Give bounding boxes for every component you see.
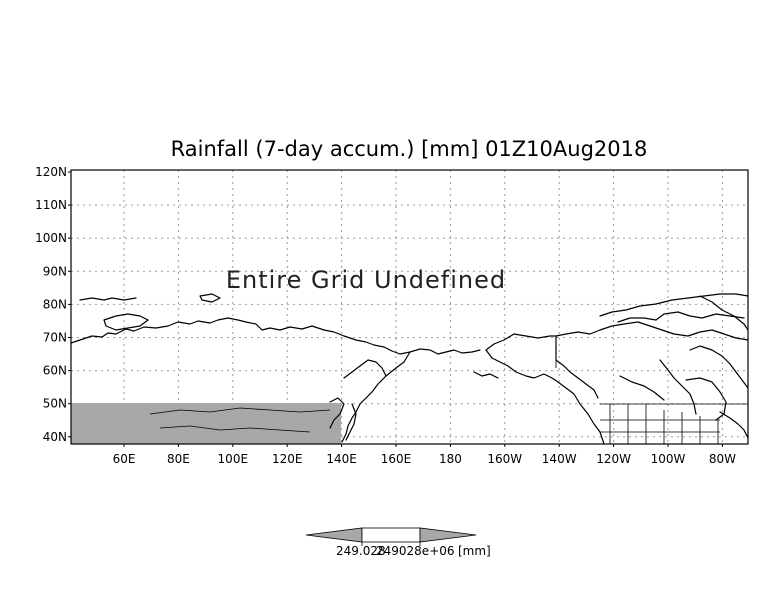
colorbar-unit-label: [mm]	[458, 544, 491, 558]
longitude-label: 180	[439, 452, 462, 466]
entire-grid-undefined-message: Entire Grid Undefined	[226, 266, 506, 294]
undefined-data-region	[71, 403, 341, 444]
longitude-label: 80E	[167, 452, 190, 466]
colorbar-value-label: 249.028	[336, 544, 386, 558]
longitude-label: 140E	[326, 452, 357, 466]
colorbar-left-triangle	[305, 527, 363, 543]
longitude-label: 160W	[487, 452, 522, 466]
latitude-label: 120N	[35, 165, 67, 179]
latitude-label: 70N	[43, 331, 67, 345]
longitude-label: 120E	[272, 452, 303, 466]
map-title: Rainfall (7-day accum.) [mm] 01Z10Aug201…	[171, 137, 648, 161]
latitude-label: 60N	[43, 364, 67, 378]
longitude-label: 160E	[381, 452, 412, 466]
latitude-label: 80N	[43, 297, 67, 311]
colorbar-center-box	[361, 527, 421, 543]
colorbar-exponent-label: 249028e+06	[376, 544, 455, 558]
latitude-label: 90N	[43, 264, 67, 278]
longitude-label: 100E	[218, 452, 249, 466]
longitude-axis: 60E 80E 100E 120E 140E 160E 180 160W 140W 120W 100…	[113, 444, 736, 466]
coastlines	[70, 293, 749, 445]
colorbar: 249.028 249028e+06 [mm]	[305, 527, 491, 558]
longitude-label: 60E	[113, 452, 136, 466]
longitude-label: 100W	[651, 452, 686, 466]
longitude-label: 140W	[542, 452, 577, 466]
latitude-label: 50N	[43, 397, 67, 411]
latitude-label: 100N	[35, 231, 67, 245]
longitude-label: 80W	[709, 452, 736, 466]
latitude-label: 110N	[35, 198, 67, 212]
latitude-axis: 120N 110N 100N 90N 80N 70N 60N 50N 40N	[35, 165, 71, 444]
longitude-label: 120W	[596, 452, 631, 466]
latitude-label: 40N	[43, 430, 67, 444]
political-borders	[149, 336, 748, 444]
plot-frame	[70, 169, 749, 445]
gridlines	[71, 170, 748, 444]
colorbar-right-triangle	[419, 527, 477, 543]
